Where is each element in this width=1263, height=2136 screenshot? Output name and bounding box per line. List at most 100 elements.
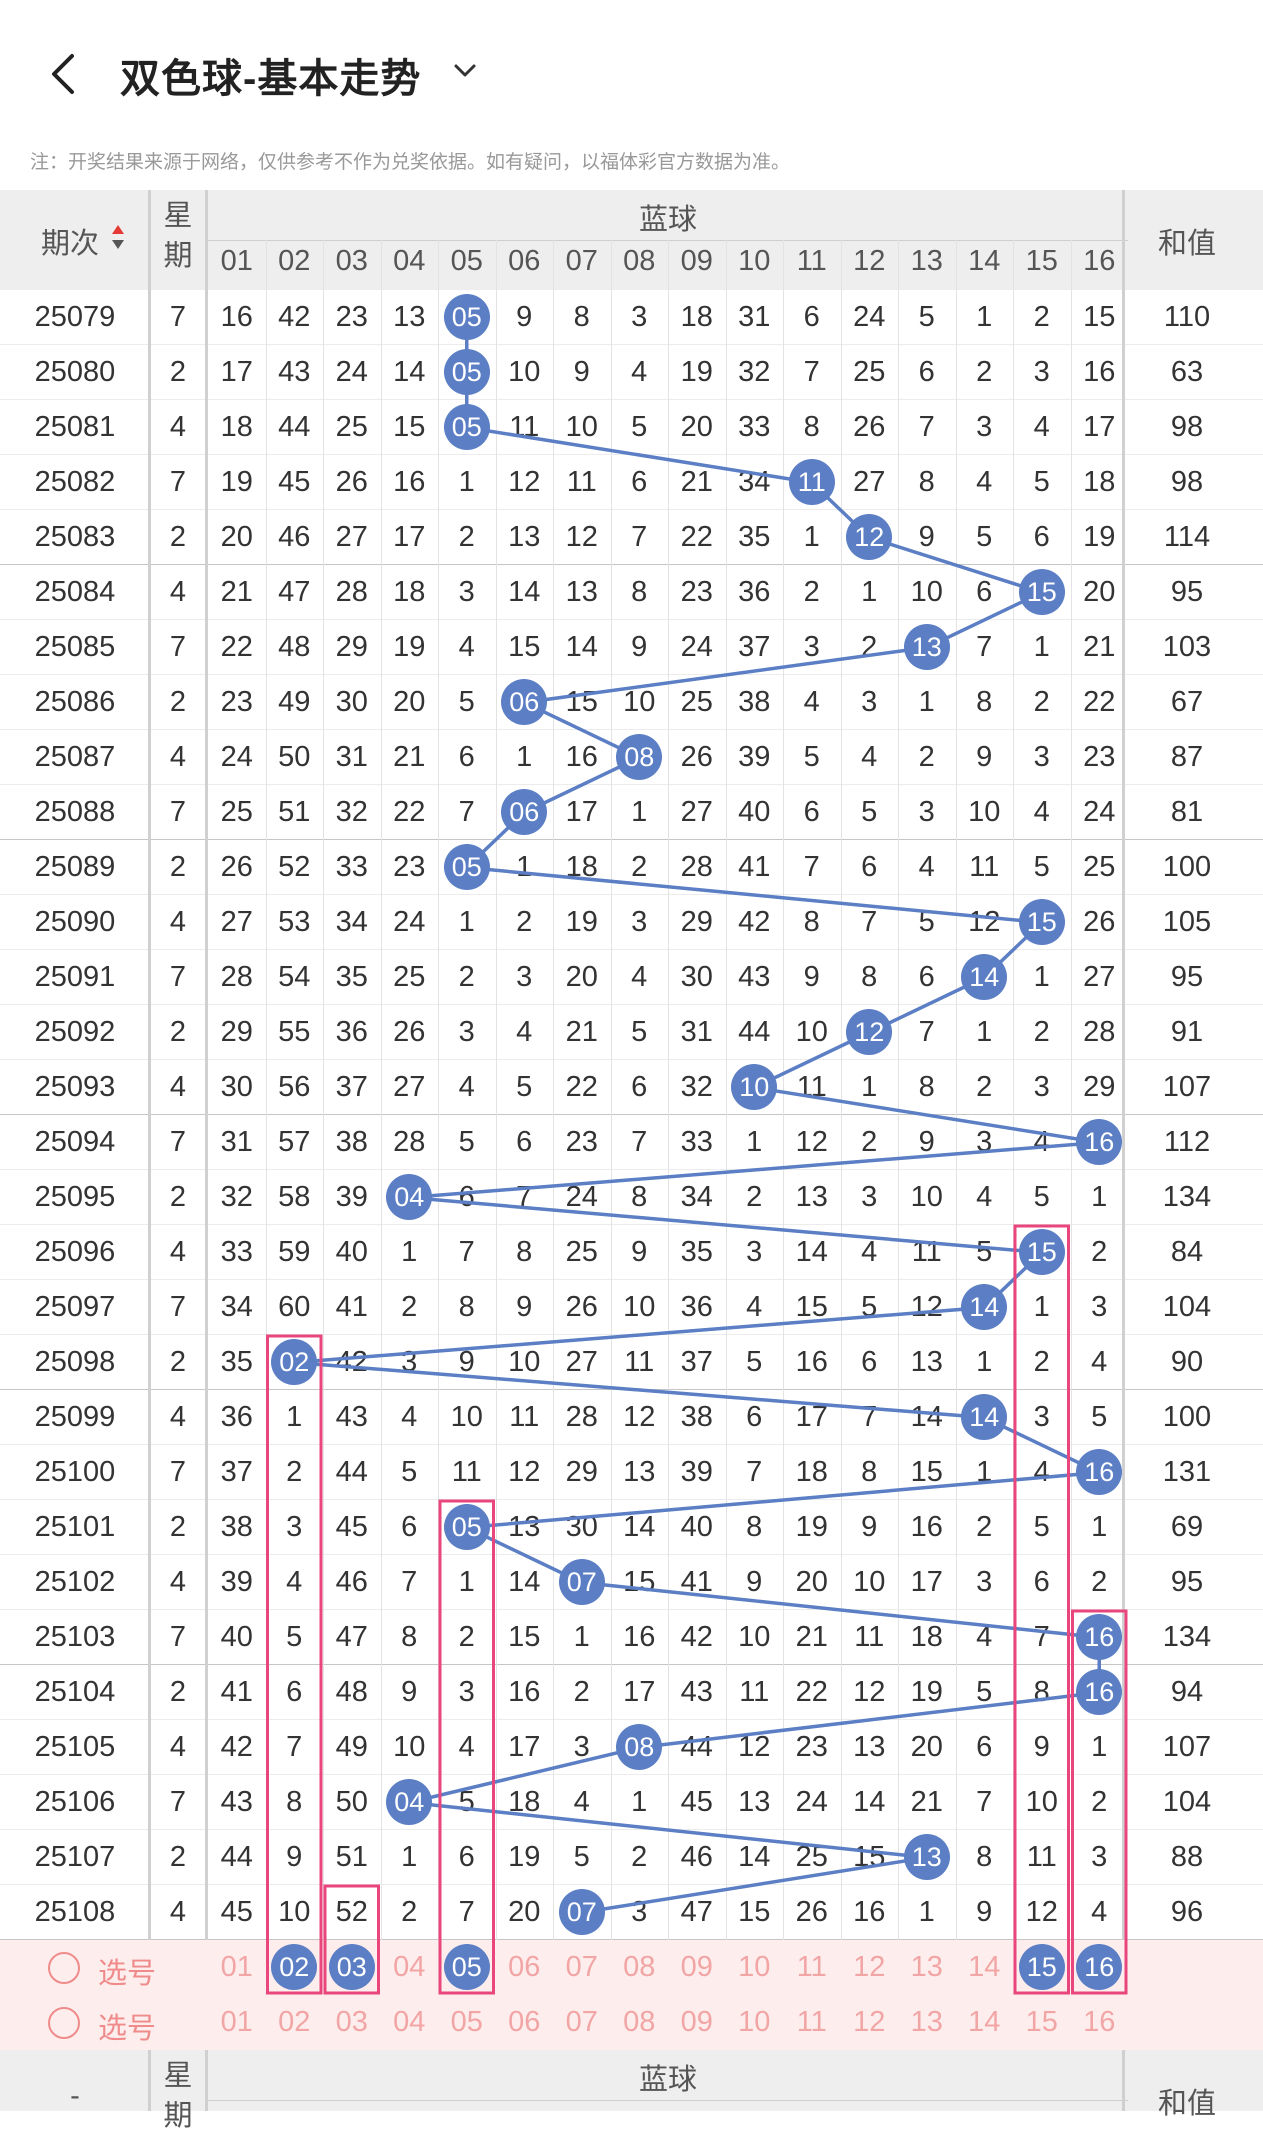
select-label[interactable]: 选号 [98, 1958, 157, 1990]
blue-cell: 1 [1033, 631, 1050, 663]
sum-cell: 67 [1170, 686, 1204, 718]
blue-cell: 9 [516, 1291, 533, 1323]
select-number-13[interactable]: 13 [910, 1951, 943, 1983]
blue-cell: 2 [1091, 1566, 1108, 1598]
select-radio[interactable] [48, 1952, 80, 1984]
select-number-10[interactable]: 10 [738, 2006, 771, 2038]
period-cell: 25105 [34, 1731, 116, 1763]
select-number-04[interactable]: 04 [393, 2006, 426, 2038]
select-radio[interactable] [48, 2007, 80, 2039]
select-number-09[interactable]: 09 [680, 2006, 713, 2038]
select-number-08[interactable]: 08 [623, 2006, 656, 2038]
blue-cell: 24 [853, 301, 886, 333]
select-label[interactable]: 选号 [98, 2013, 157, 2045]
select-number-09[interactable]: 09 [680, 1951, 713, 1983]
blue-cell: 22 [220, 631, 253, 663]
blue-cell: 1 [861, 576, 878, 608]
blue-cell: 5 [1033, 851, 1050, 883]
blue-cell: 5 [1033, 1181, 1050, 1213]
period-cell: 25101 [34, 1511, 116, 1543]
select-number-07[interactable]: 07 [565, 2006, 598, 2038]
select-ball-02[interactable]: 02 [271, 1944, 318, 1990]
table-row: 25099 4 36 1 43 4 10 11 28 12 38 6 17 7 14 3 5 100 [0, 1390, 1263, 1445]
blue-cell: 47 [335, 1621, 368, 1653]
select-number-02[interactable]: 02 [278, 2006, 311, 2038]
select-number-05[interactable]: 05 [450, 2006, 483, 2038]
table-row: 25092 2 29 55 36 26 3 4 21 5 31 44 10 7 1 2 28 91 [0, 1005, 1263, 1060]
blue-cell: 12 [853, 1676, 886, 1708]
blue-cell: 4 [458, 1731, 475, 1763]
blue-cell: 15 [738, 1896, 771, 1928]
blue-cell: 18 [795, 1456, 828, 1488]
select-ball-03[interactable]: 03 [328, 1944, 375, 1990]
select-number-01[interactable]: 01 [220, 2006, 253, 2038]
select-number-12[interactable]: 12 [853, 2006, 886, 2038]
grid-line [208, 2100, 1128, 2101]
blue-cell: 7 [803, 356, 820, 388]
select-number-11[interactable]: 11 [796, 1951, 827, 1983]
header-col-07: 07 [565, 245, 598, 277]
select-number-11[interactable]: 11 [796, 2006, 827, 2038]
select-ball-15[interactable]: 15 [1018, 1944, 1065, 1990]
blue-cell: 1 [458, 906, 475, 938]
select-number-01[interactable]: 01 [220, 1951, 253, 1983]
blue-cell: 31 [335, 741, 368, 773]
blue-cell: 8 [573, 301, 590, 333]
blue-cell: 7 [458, 1896, 475, 1928]
blue-cell: 46 [278, 521, 311, 553]
blue-cell: 22 [795, 1676, 828, 1708]
select-number-12[interactable]: 12 [853, 1951, 886, 1983]
blue-cell: 28 [393, 1126, 426, 1158]
select-number-06[interactable]: 06 [508, 1951, 541, 1983]
select-number-06[interactable]: 06 [508, 2006, 541, 2038]
blue-cell: 16 [565, 741, 598, 773]
blue-cell: 8 [861, 961, 878, 993]
back-arrow-icon[interactable] [44, 50, 84, 98]
blue-cell: 36 [680, 1291, 713, 1323]
select-number-14[interactable]: 14 [968, 2006, 1001, 2038]
chevron-down-icon[interactable] [450, 56, 480, 86]
blue-cell: 3 [458, 576, 475, 608]
grid-line [898, 240, 899, 1940]
select-ball-16[interactable]: 16 [1076, 1944, 1123, 1990]
blue-cell: 17 [623, 1676, 656, 1708]
blue-cell: 22 [393, 796, 426, 828]
blue-cell: 26 [680, 741, 713, 773]
blue-cell: 5 [631, 1016, 648, 1048]
select-number-03[interactable]: 03 [335, 2006, 368, 2038]
blue-cell: 50 [335, 1786, 368, 1818]
blue-cell: 4 [458, 631, 475, 663]
grid-line [0, 1499, 1263, 1500]
select-number-08[interactable]: 08 [623, 1951, 656, 1983]
select-number-10[interactable]: 10 [738, 1951, 771, 1983]
select-number-04[interactable]: 04 [393, 1951, 426, 1983]
blue-cell: 14 [853, 1786, 886, 1818]
period-cell: 25082 [34, 466, 116, 498]
select-number-15[interactable]: 15 [1025, 2006, 1058, 2038]
blue-cell: 3 [286, 1511, 303, 1543]
blue-cell: 11 [854, 1621, 885, 1653]
select-number-13[interactable]: 13 [910, 2006, 943, 2038]
sort-icon[interactable] [110, 222, 126, 260]
blue-cell: 2 [401, 1896, 418, 1928]
grid-line [0, 1719, 1263, 1720]
blue-cell: 4 [1033, 796, 1050, 828]
weekday-cell: 4 [169, 906, 187, 938]
table-row: 25105 4 42 7 49 10 4 17 3 44 12 23 13 20 6 9 1 107 [0, 1720, 1263, 1775]
page-title: 双色球-基本走势 [120, 57, 422, 101]
blue-cell: 7 [458, 796, 475, 828]
select-number-14[interactable]: 14 [968, 1951, 1001, 1983]
blue-cell: 18 [1083, 466, 1116, 498]
blue-cell: 21 [1083, 631, 1116, 663]
blue-cell: 39 [738, 741, 771, 773]
blue-cell: 44 [738, 1016, 771, 1048]
select-number-07[interactable]: 07 [565, 1951, 598, 1983]
blue-cell: 4 [1033, 1456, 1050, 1488]
blue-cell: 57 [278, 1126, 311, 1158]
select-ball-05[interactable]: 05 [443, 1944, 490, 1990]
blue-cell: 5 [573, 1841, 590, 1873]
select-number-16[interactable]: 16 [1083, 2006, 1116, 2038]
grid-line [148, 2050, 151, 2111]
header-col-12: 12 [853, 245, 886, 277]
blue-cell: 1 [573, 1621, 590, 1653]
